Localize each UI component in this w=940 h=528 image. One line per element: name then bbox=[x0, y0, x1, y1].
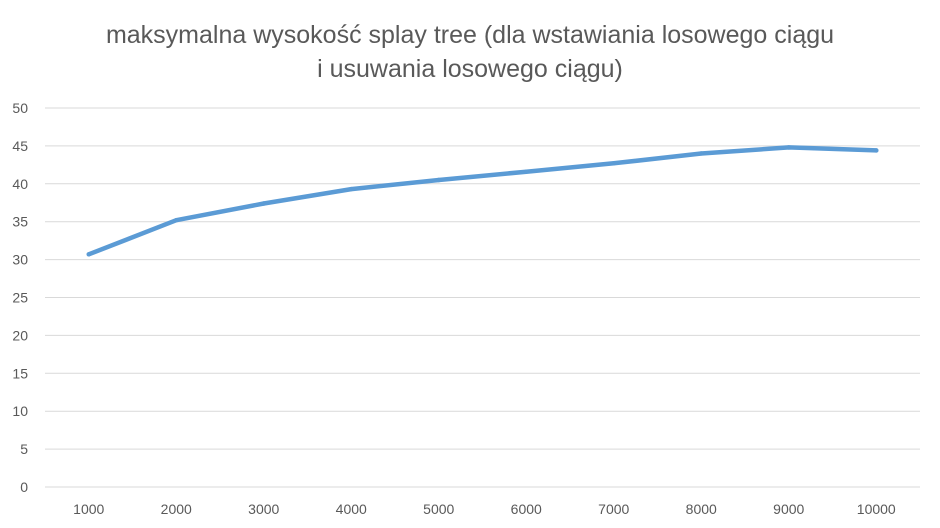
y-tick-label: 10 bbox=[12, 403, 28, 419]
y-tick-label: 15 bbox=[12, 365, 28, 381]
y-tick-label: 40 bbox=[12, 176, 28, 192]
data-point bbox=[261, 201, 266, 206]
y-tick-label: 5 bbox=[20, 441, 28, 457]
x-tick-label: 7000 bbox=[598, 501, 629, 517]
data-point bbox=[436, 177, 441, 183]
x-tick-label: 8000 bbox=[686, 501, 717, 517]
x-tick-label: 2000 bbox=[161, 501, 192, 517]
y-tick-label: 45 bbox=[12, 138, 28, 154]
x-tick-label: 3000 bbox=[248, 501, 279, 517]
data-point bbox=[699, 151, 704, 156]
chart-title: maksymalna wysokość splay tree (dla wsta… bbox=[0, 18, 940, 86]
y-tick-label: 35 bbox=[12, 214, 28, 230]
y-tick-label: 50 bbox=[12, 100, 28, 116]
data-point bbox=[524, 169, 529, 174]
x-tick-label: 4000 bbox=[336, 501, 367, 517]
data-point bbox=[86, 252, 91, 257]
data-point bbox=[874, 148, 879, 153]
chart-title-line-1: maksymalna wysokość splay tree (dla wsta… bbox=[105, 21, 835, 49]
x-tick-label: 5000 bbox=[423, 501, 454, 517]
x-tick-label: 10000 bbox=[857, 501, 896, 517]
y-tick-label: 25 bbox=[12, 290, 28, 306]
x-tick-label: 9000 bbox=[773, 501, 804, 517]
chart-title-line-2: i usuwania losowego ciągu) bbox=[317, 55, 623, 83]
data-point bbox=[174, 217, 179, 223]
x-tick-label: 6000 bbox=[511, 501, 542, 517]
data-point bbox=[786, 145, 791, 150]
y-tick-label: 20 bbox=[12, 327, 28, 343]
y-tick-label: 0 bbox=[20, 479, 28, 495]
data-point bbox=[611, 161, 616, 166]
y-tick-label: 30 bbox=[12, 252, 28, 268]
x-tick-label: 1000 bbox=[73, 501, 104, 517]
series-line-1 bbox=[86, 145, 879, 257]
data-point bbox=[349, 186, 354, 192]
